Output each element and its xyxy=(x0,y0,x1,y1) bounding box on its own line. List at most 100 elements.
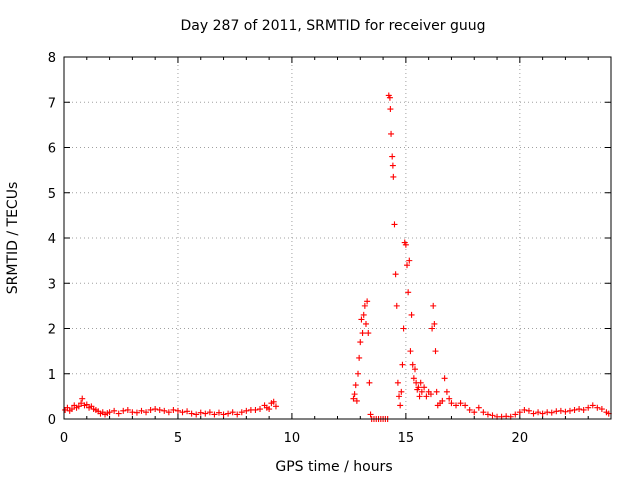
data-point xyxy=(133,409,140,416)
data-point xyxy=(358,316,365,323)
data-point xyxy=(398,388,405,395)
y-tick-label: 6 xyxy=(48,142,56,157)
data-point xyxy=(367,411,374,418)
data-point xyxy=(225,410,232,417)
data-point xyxy=(188,410,195,417)
data-point xyxy=(525,407,532,414)
data-point xyxy=(388,130,395,137)
data-point xyxy=(357,339,364,346)
data-point xyxy=(215,409,222,416)
data-point xyxy=(580,406,587,413)
data-point xyxy=(184,408,191,415)
data-point xyxy=(562,408,569,415)
data-point xyxy=(462,402,469,409)
data-point xyxy=(78,400,85,407)
data-point xyxy=(391,221,398,228)
data-point xyxy=(548,409,555,416)
data-point xyxy=(234,411,241,418)
data-point xyxy=(389,153,396,160)
data-point xyxy=(389,162,396,169)
data-point xyxy=(220,411,227,418)
data-point xyxy=(431,320,438,327)
y-tick-label: 1 xyxy=(48,368,56,383)
data-point xyxy=(432,348,439,355)
data-point xyxy=(115,410,122,417)
x-tick-label: 20 xyxy=(512,431,529,446)
data-point xyxy=(598,406,605,413)
data-point xyxy=(124,406,131,413)
data-point xyxy=(466,406,473,413)
data-point xyxy=(352,382,359,389)
data-point xyxy=(83,401,90,408)
data-point xyxy=(427,391,434,398)
data-point xyxy=(206,409,213,416)
data-point xyxy=(366,379,373,386)
data-point xyxy=(390,173,397,180)
data-point xyxy=(161,407,168,414)
data-point xyxy=(408,311,415,318)
data-point xyxy=(566,407,573,414)
data-point xyxy=(407,348,414,355)
data-point xyxy=(489,412,496,419)
data-point xyxy=(359,330,366,337)
data-point xyxy=(147,406,154,413)
data-point xyxy=(170,406,177,413)
data-point xyxy=(406,257,413,264)
data-point xyxy=(576,406,583,413)
data-point xyxy=(410,375,417,382)
data-point xyxy=(429,325,436,332)
data-point xyxy=(392,271,399,278)
data-point xyxy=(443,388,450,395)
data-point xyxy=(350,395,357,402)
data-point xyxy=(409,361,416,368)
data-point xyxy=(415,384,422,391)
data-point xyxy=(418,388,425,395)
data-point xyxy=(394,379,401,386)
data-point xyxy=(433,388,440,395)
data-points xyxy=(62,92,612,422)
axis-ticks: 0 1 2 3 4 5 6 7 8 0 5 10 15 20 xyxy=(48,51,611,446)
data-point xyxy=(257,406,264,413)
data-point xyxy=(202,410,209,417)
data-point xyxy=(594,404,601,411)
data-point xyxy=(471,409,478,416)
y-tick-label: 7 xyxy=(48,96,56,111)
data-point xyxy=(152,406,159,413)
data-point xyxy=(68,406,75,413)
data-point xyxy=(364,298,371,305)
data-point xyxy=(79,395,86,402)
data-point xyxy=(361,302,368,309)
data-point xyxy=(439,397,446,404)
data-point xyxy=(589,402,596,409)
data-point xyxy=(484,411,491,418)
y-tick-label: 3 xyxy=(48,277,56,292)
data-point xyxy=(156,406,163,413)
x-tick-label: 0 xyxy=(60,431,68,446)
data-point xyxy=(356,354,363,361)
data-point xyxy=(530,410,537,417)
data-point xyxy=(402,241,409,248)
data-point xyxy=(355,370,362,377)
data-point xyxy=(446,395,453,402)
data-point xyxy=(417,379,424,386)
data-point xyxy=(396,393,403,400)
data-point xyxy=(272,403,279,410)
data-point xyxy=(475,404,482,411)
x-axis-label: GPS time / hours xyxy=(275,459,392,475)
data-point xyxy=(106,409,113,416)
data-point xyxy=(480,409,487,416)
data-point xyxy=(393,302,400,309)
data-point xyxy=(512,411,519,418)
data-point xyxy=(386,94,393,101)
data-point xyxy=(111,407,118,414)
data-point xyxy=(120,407,127,414)
grid-lines xyxy=(64,57,611,419)
data-point xyxy=(193,411,200,418)
y-tick-label: 5 xyxy=(48,187,56,202)
data-point xyxy=(571,406,578,413)
data-point xyxy=(238,409,245,416)
data-point xyxy=(252,406,259,413)
y-tick-label: 2 xyxy=(48,323,56,338)
data-point xyxy=(243,407,250,414)
